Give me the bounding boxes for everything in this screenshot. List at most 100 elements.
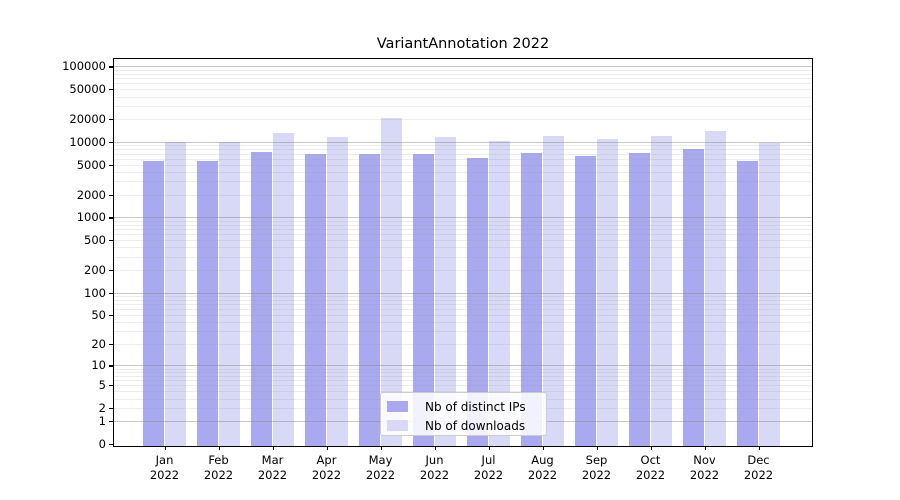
x-tick-year: 2022: [527, 468, 558, 482]
x-tick-year: 2022: [311, 468, 342, 482]
chart-title: VariantAnnotation 2022: [376, 36, 550, 52]
y-tick-label: 2: [98, 400, 106, 415]
x-tick-mark: [704, 446, 706, 450]
x-tick-month: Apr: [316, 453, 337, 467]
x-tick-label-dec: Dec 2022: [731, 453, 787, 483]
bar-downloads-sep: [596, 139, 619, 446]
x-tick-year: 2022: [419, 468, 450, 482]
y-tick-label: 0: [98, 437, 106, 451]
x-tick-mark: [758, 446, 760, 450]
bar-downloads-may: [380, 118, 403, 446]
legend-swatch-distinct-ips: [387, 401, 408, 412]
bar-downloads-jul: [488, 141, 511, 446]
bar-distinct-ips-jan: [142, 160, 165, 446]
bar-distinct-ips-aug: [520, 152, 543, 446]
y-tick-label: 50000: [69, 82, 106, 97]
x-tick-month: Nov: [693, 453, 716, 467]
y-tick-label: 1000: [76, 210, 106, 225]
x-tick-label-apr: Apr 2022: [299, 453, 355, 483]
x-tick-mark: [380, 446, 382, 450]
y-tick-label: 20: [91, 337, 106, 352]
x-tick-label-jun: Jun 2022: [407, 453, 463, 483]
y-tick-mark: [109, 292, 113, 294]
y-tick-label: 100000: [62, 59, 106, 74]
x-tick-month: Feb: [208, 453, 229, 467]
y-tick-mark: [109, 164, 113, 166]
x-tick-label-may: May 2022: [353, 453, 409, 483]
bar-downloads-apr: [326, 136, 349, 446]
x-tick-month: Jun: [425, 453, 444, 467]
y-tick-mark: [109, 365, 113, 367]
x-tick-label-jul: Jul 2022: [461, 453, 517, 483]
x-tick-label-mar: Mar 2022: [245, 453, 301, 483]
bar-downloads-jan: [164, 142, 187, 446]
x-tick-month: May: [368, 453, 393, 467]
y-tick-mark: [109, 385, 113, 387]
x-tick-month: Oct: [640, 453, 661, 467]
legend-item-downloads: Nb of downloads: [387, 418, 538, 433]
x-tick-mark: [218, 446, 220, 450]
legend-label-distinct-ips: Nb of distinct IPs: [425, 399, 526, 414]
x-tick-year: 2022: [257, 468, 288, 482]
legend-swatch-downloads: [387, 420, 408, 431]
x-tick-mark: [326, 446, 328, 450]
y-tick-mark: [109, 66, 113, 68]
x-tick-label-oct: Oct 2022: [623, 453, 679, 483]
bar-downloads-aug: [542, 136, 565, 446]
x-tick-month: Mar: [261, 453, 284, 467]
y-tick-label: 200: [84, 263, 106, 278]
x-tick-label-sep: Sep 2022: [569, 453, 625, 483]
x-tick-mark: [164, 446, 166, 450]
legend: Nb of distinct IPs Nb of downloads: [380, 392, 547, 436]
x-tick-mark: [542, 446, 544, 450]
x-tick-year: 2022: [635, 468, 666, 482]
bar-downloads-oct: [650, 136, 673, 446]
y-tick-mark: [109, 240, 113, 242]
x-tick-year: 2022: [149, 468, 180, 482]
y-tick-mark: [109, 217, 113, 219]
legend-item-distinct-ips: Nb of distinct IPs: [387, 399, 538, 414]
y-tick-mark: [109, 141, 113, 144]
x-tick-month: Aug: [531, 453, 554, 467]
y-tick-label: 2000: [76, 187, 106, 202]
x-tick-year: 2022: [743, 468, 774, 482]
x-tick-mark: [272, 446, 274, 450]
y-tick-label: 50: [91, 308, 106, 323]
bar-downloads-jun: [434, 137, 457, 446]
x-tick-year: 2022: [473, 468, 504, 482]
y-tick-label: 1: [98, 414, 106, 429]
x-tick-label-nov: Nov 2022: [677, 453, 733, 483]
x-tick-year: 2022: [689, 468, 720, 482]
y-tick-mark: [109, 407, 113, 410]
bar-distinct-ips-nov: [682, 149, 705, 446]
x-tick-label-jan: Jan 2022: [137, 453, 193, 483]
bar-distinct-ips-mar: [250, 151, 273, 446]
x-tick-mark: [596, 446, 598, 450]
y-tick-mark: [109, 119, 113, 121]
y-tick-mark: [109, 444, 113, 446]
x-tick-mark: [488, 446, 490, 450]
plot-area: [113, 58, 813, 447]
y-tick-label: 20000: [69, 112, 106, 127]
y-tick-label: 10: [91, 358, 106, 373]
x-tick-year: 2022: [203, 468, 234, 482]
y-tick-mark: [109, 270, 113, 272]
x-tick-year: 2022: [365, 468, 396, 482]
bar-distinct-ips-dec: [736, 161, 759, 446]
bar-downloads-nov: [704, 130, 727, 446]
bars-layer: [114, 59, 812, 446]
y-tick-label: 5000: [76, 157, 106, 172]
bar-distinct-ips-jul: [466, 157, 489, 446]
x-tick-month: Jan: [155, 453, 174, 467]
bar-downloads-feb: [218, 141, 241, 446]
x-tick-label-feb: Feb 2022: [191, 453, 247, 483]
y-tick-mark: [109, 89, 113, 91]
bar-distinct-ips-feb: [196, 160, 219, 446]
bar-downloads-dec: [758, 142, 781, 446]
y-tick-label: 5: [98, 378, 106, 393]
y-tick-mark: [109, 315, 113, 317]
y-tick-mark: [109, 421, 113, 423]
x-tick-month: Sep: [585, 453, 608, 467]
bar-downloads-mar: [272, 133, 295, 446]
